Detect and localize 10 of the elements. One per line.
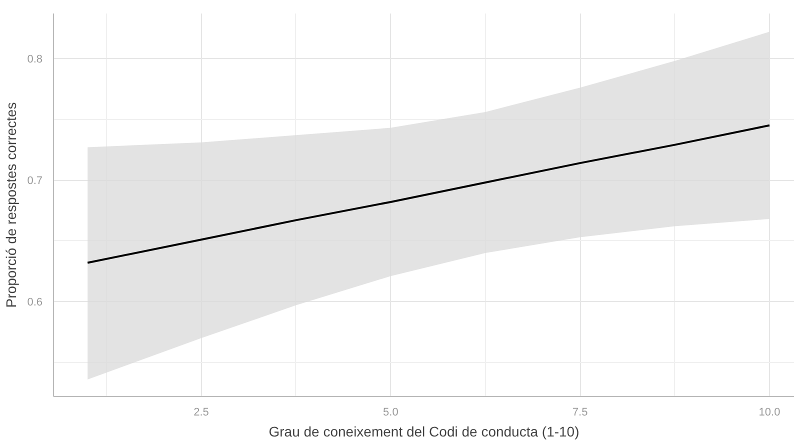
x-tick-label: 7.5 [572,406,588,418]
x-tick-label: 10.0 [758,406,780,418]
y-tick-label: 0.6 [27,296,43,309]
x-axis-title: Grau de coneixement del Codi de conducta (1-10) [268,424,580,440]
line-series [86,124,770,264]
y-tick-label: 0.8 [27,53,43,66]
y-tick-label: 0.7 [27,175,43,188]
x-tick-label: 2.5 [194,406,209,418]
x-tick-label: 5.0 [383,406,398,418]
y-axis-title: Proporció de respostes correctes [3,102,20,308]
